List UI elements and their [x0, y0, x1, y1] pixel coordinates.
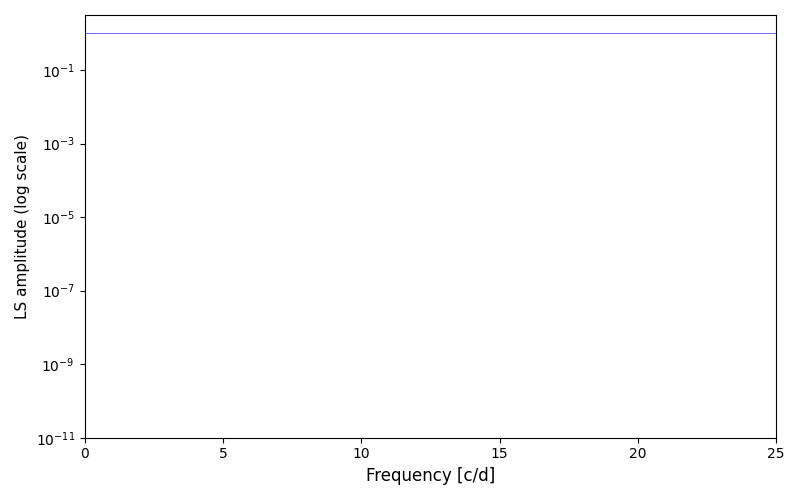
- Y-axis label: LS amplitude (log scale): LS amplitude (log scale): [15, 134, 30, 319]
- X-axis label: Frequency [c/d]: Frequency [c/d]: [366, 467, 495, 485]
